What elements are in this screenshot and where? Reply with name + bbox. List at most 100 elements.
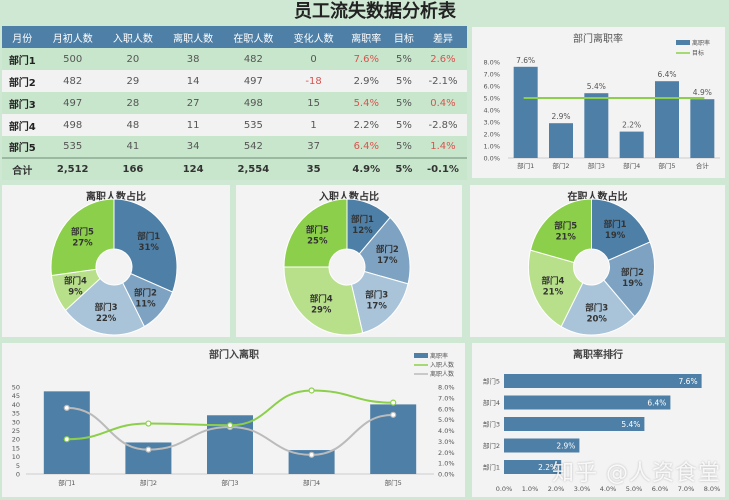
table-cell: 2,512 [42, 157, 103, 180]
y-tick-label: 25 [12, 427, 20, 435]
data-label: 2.2% [622, 121, 641, 130]
legend-swatch [676, 40, 690, 45]
data-label: 5.4% [587, 82, 606, 91]
table-cell: 498 [223, 92, 284, 114]
table-cell: 34 [163, 136, 224, 158]
x-tick-label: 部门2 [552, 161, 569, 170]
table-cell: 5% [388, 70, 419, 92]
data-label: 7.6% [679, 377, 698, 386]
table-cell: 38 [163, 48, 224, 70]
slice-value: 11% [135, 299, 156, 309]
y2-tick-label: 7.0% [438, 394, 455, 402]
table-cell: 1.4% [418, 136, 467, 158]
y-tick-label: 部门3 [483, 420, 500, 429]
pie-slice [591, 198, 651, 262]
table-row: 部门1 500 20 38 482 0 7.6% 5% 2.6% [2, 48, 467, 70]
table-row: 部门5 535 41 34 542 37 6.4% 5% 1.4% [2, 136, 467, 158]
slice-label: 部门3 [95, 302, 118, 313]
table-cell: 29 [102, 70, 164, 92]
column-header: 离职人数 [163, 26, 224, 48]
slice-value: 9% [68, 287, 83, 297]
bar [504, 460, 562, 474]
slice-label: 部门3 [365, 290, 388, 301]
slice-value: 12% [352, 226, 373, 236]
slice-value: 21% [556, 233, 577, 243]
y-tick-label: 0.0% [483, 155, 500, 163]
slice-value: 29% [311, 305, 332, 315]
total-row: 合计 2,512 166 124 2,554 35 4.9% 5% -0.1% [2, 157, 467, 180]
attrition-table: 月份 月初人数 入职人数 离职人数 在职人数 变化人数 离职率 目标 差异 部门1 500 20 38… [2, 26, 467, 180]
y2-tick-label: 8.0% [438, 384, 455, 392]
slice-value: 25% [307, 236, 328, 246]
table-cell: 2.6% [418, 48, 467, 70]
leaving-point [390, 411, 397, 418]
y2-tick-label: 0.0% [438, 471, 455, 479]
rank-chart-panel: 离职率排行 0.0% 1.0% 2.0% 3.0% 4.0% 5.0% 6.0% 7.0% 8.0… [472, 343, 725, 497]
table-cell: 482 [223, 48, 284, 70]
slice-label: 部门5 [71, 227, 94, 238]
slice-value: 31% [139, 243, 160, 253]
data-label: 6.4% [657, 70, 676, 79]
y2-tick-label: 6.0% [438, 405, 455, 413]
joining-point [390, 399, 397, 406]
chart-title: 离职率排行 [573, 348, 623, 361]
table-cell: 6.4% [343, 136, 389, 158]
y-tick-label: 45 [12, 392, 20, 400]
rate-chart-panel: 部门离职率 0.0% 1.0% 2.0% 3.0% 4.0% 5.0% 6.0% 7.0% 8.0… [472, 27, 725, 178]
table-row: 部门4 498 48 11 535 1 2.2% 5% -2.8% [2, 114, 467, 136]
x-tick-label: 部门4 [623, 161, 640, 170]
pie2-panel: 入职人数占比 部门1 12% 部门2 17% 部门3 17% 部门4 29% 部门5 25% [236, 185, 462, 337]
slice-label: 部门4 [64, 275, 87, 286]
y-tick-label: 1.0% [483, 143, 500, 151]
table-cell: -2.8% [418, 114, 467, 136]
joining-point [308, 387, 315, 394]
table-cell: 2,554 [223, 157, 284, 180]
y-tick-label: 部门2 [483, 441, 500, 450]
y-tick-label: 15 [12, 444, 20, 452]
combo-chart-panel: 部门入离职 0 5 10 15 20 25 30 35 40 45 50 0.0% 1.0% 2.0% 3.0… [2, 343, 465, 497]
table-cell: -0.1% [418, 157, 467, 180]
data-label: 6.4% [647, 399, 666, 408]
table-cell: 482 [42, 70, 103, 92]
bar [690, 99, 715, 158]
table-row: 部门2 482 29 14 497 -18 2.9% 5% -2.1% [2, 70, 467, 92]
table-cell: 5.4% [343, 92, 389, 114]
table-cell: 0 [283, 48, 344, 70]
y-tick-label: 2.0% [483, 131, 500, 139]
pie-slice [528, 249, 584, 328]
chart-title: 部门入离职 [209, 348, 259, 361]
pie-slice [529, 198, 592, 264]
pie-slice [603, 241, 655, 318]
leaving-point [63, 404, 70, 411]
table-cell: 535 [223, 114, 284, 136]
leaving-point [145, 446, 152, 453]
data-label: 2.9% [556, 442, 575, 451]
table-cell: 5% [388, 136, 419, 158]
slice-label: 部门1 [137, 231, 160, 242]
y-tick-label: 部门5 [483, 377, 500, 386]
y-tick-label: 35 [12, 410, 20, 418]
x-tick-label: 部门1 [58, 478, 75, 487]
y-tick-label: 5.0% [483, 95, 500, 103]
bar [513, 66, 538, 158]
y-tick-label: 40 [12, 401, 20, 409]
table-cell: -18 [283, 70, 344, 92]
slice-label: 部门2 [621, 267, 644, 278]
y-tick-label: 0 [16, 471, 20, 479]
table-cell: 5% [388, 48, 419, 70]
y-tick-label: 50 [12, 384, 20, 392]
table-cell: 497 [223, 70, 284, 92]
table-cell: 41 [102, 136, 164, 158]
table-cell: 498 [42, 114, 103, 136]
x-tick-label: 合计 [696, 161, 710, 170]
pie-slice [560, 279, 636, 336]
column-header: 差异 [418, 26, 467, 48]
x-tick-label: 2.0% [548, 485, 565, 493]
y-tick-label: 部门1 [483, 463, 500, 472]
slice-value: 20% [587, 315, 608, 325]
table-cell: 2.2% [343, 114, 389, 136]
pie-slice [350, 270, 409, 334]
